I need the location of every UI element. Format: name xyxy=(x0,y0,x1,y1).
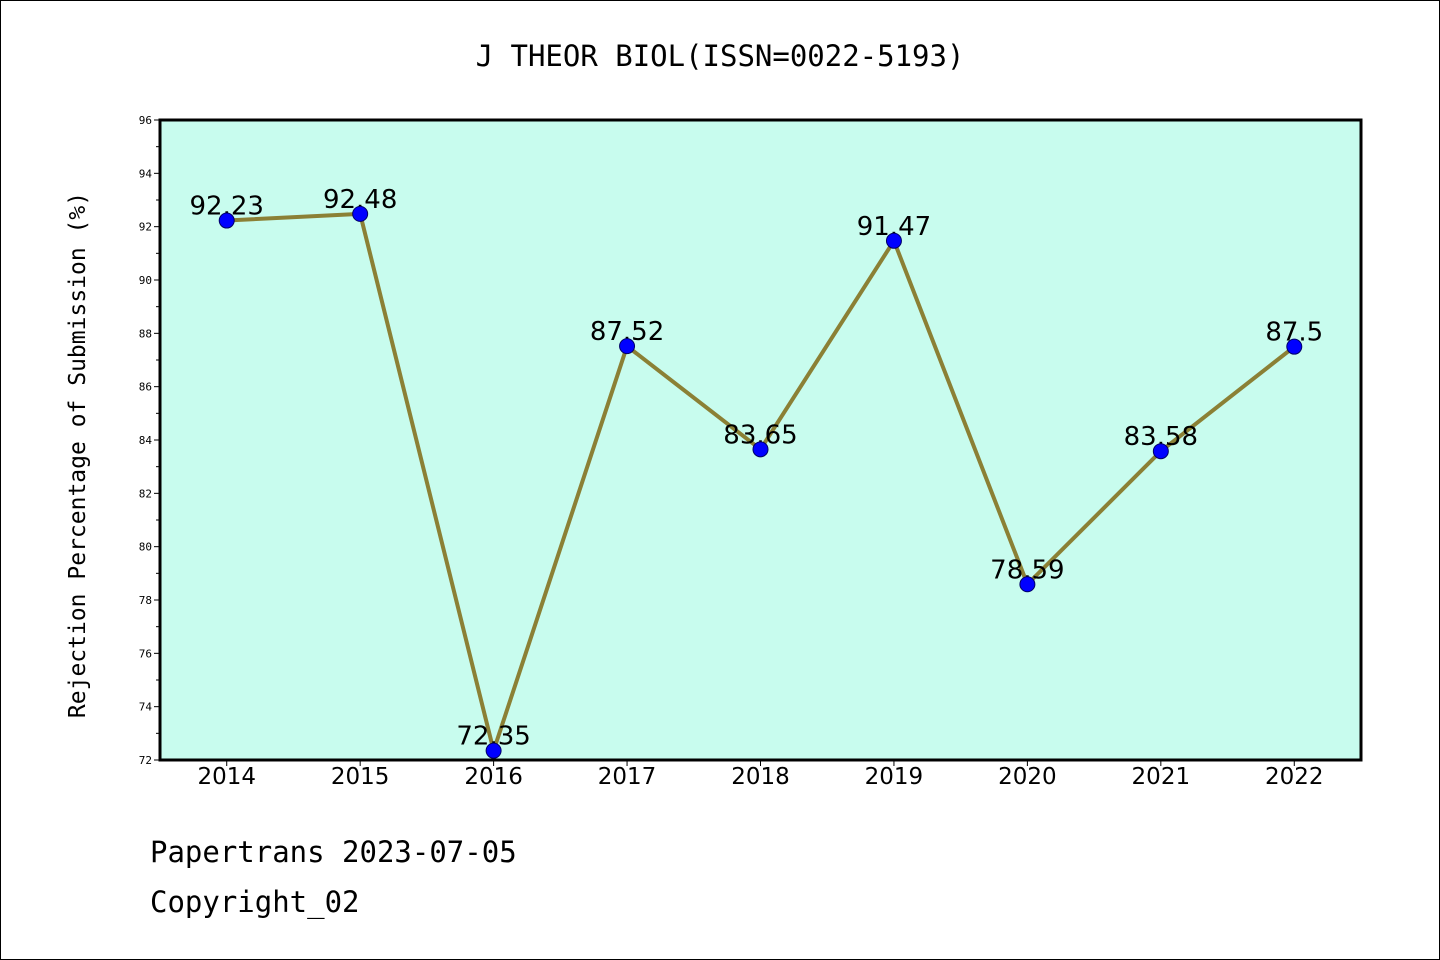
x-tick-label: 2018 xyxy=(731,764,790,790)
x-tick-label: 2019 xyxy=(865,764,924,790)
x-tick-label: 2015 xyxy=(331,764,390,790)
data-point-marker xyxy=(752,441,769,458)
plot-border xyxy=(158,118,1363,762)
y-tick-label: 80 xyxy=(139,541,152,554)
data-point-marker xyxy=(1152,443,1169,460)
data-point-marker xyxy=(1286,338,1303,355)
y-tick-label: 78 xyxy=(139,594,152,607)
y-axis-label: Rejection Percentage of Submission (%) xyxy=(65,192,91,718)
footer-credit: Papertrans 2023-07-05 xyxy=(150,835,517,869)
x-axis-ticks: 2014 2015 2016 2017 2018 2019 2020 2021 2022 xyxy=(197,760,1324,790)
data-point-marker xyxy=(352,205,369,222)
y-axis-ticks: 72 74 76 78 80 82 84 86 88 90 92 94 96 xyxy=(139,114,160,767)
y-tick-label: 74 xyxy=(139,701,153,714)
x-tick-label: 2016 xyxy=(464,764,523,790)
footer-copyright: Copyright_02 xyxy=(150,885,360,919)
x-tick-label: 2021 xyxy=(1132,764,1191,790)
y-tick-label: 84 xyxy=(139,434,153,447)
x-tick-label: 2020 xyxy=(998,764,1057,790)
chart-title: J THEOR BIOL(ISSN=0022-5193) xyxy=(476,39,965,73)
y-tick-label: 86 xyxy=(139,381,152,394)
x-tick-label: 2014 xyxy=(197,764,256,790)
data-point-marker xyxy=(1019,576,1036,593)
data-point-marker xyxy=(885,232,902,249)
y-tick-label: 94 xyxy=(139,167,153,180)
x-tick-label: 2022 xyxy=(1265,764,1324,790)
x-tick-label: 2017 xyxy=(598,764,657,790)
y-tick-label: 96 xyxy=(139,114,152,127)
data-point-marker xyxy=(619,338,636,355)
y-tick-label: 92 xyxy=(139,221,152,234)
y-tick-label: 88 xyxy=(139,327,152,340)
plot-area xyxy=(160,120,1361,760)
data-point-marker xyxy=(218,212,235,229)
y-tick-label: 90 xyxy=(139,274,152,287)
y-tick-label: 76 xyxy=(139,647,152,660)
data-point-marker xyxy=(485,742,502,759)
series-group: 92.23 92.4872.3587.5283.6591.4778.5983.58… xyxy=(190,185,1323,759)
y-tick-label: 82 xyxy=(139,487,152,500)
y-tick-label: 72 xyxy=(139,754,152,767)
